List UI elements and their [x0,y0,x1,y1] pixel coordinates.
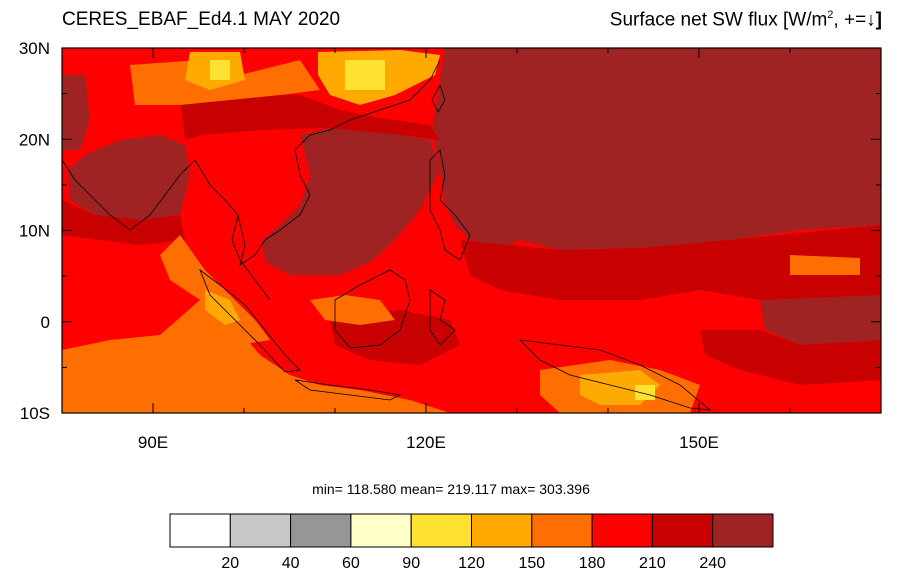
colorbar-swatch [290,513,352,548]
axis-ticks [61,47,882,414]
colorbar-swatch [712,513,774,548]
variable-title-suffix: , += [833,9,867,31]
coast-sulawesi [429,289,456,346]
field-c80-east-pacific [700,330,881,385]
colorbar-swatch [471,513,533,548]
field-c80-equatorial-pacific [460,225,881,300]
field-orange-borneo [310,295,395,325]
colorbar-label: 150 [518,555,545,572]
unit-superscript: 2 [827,9,834,21]
colorbar-label: 120 [458,555,485,572]
colorbar-swatch [410,513,473,548]
summary-statistics: min= 118.580 mean= 219.117 max= 303.396 [312,481,590,497]
flux-field [62,48,881,413]
coast-taiwan [431,83,446,113]
colorbar-swatch [531,513,593,548]
variable-title: Surface net SW flux [W/m2, +=↓] [610,9,882,31]
field-orange-sumatra [160,235,270,345]
lat-tick-label: 10N [19,222,50,241]
colorbar-label: 90 [402,555,420,572]
coast-india [62,159,196,231]
lon-tick-label: 120E [406,433,446,452]
coast-china [329,59,441,131]
variable-title-prefix: Surface net SW flux [W/m [609,9,828,31]
coast-indochina [194,129,331,266]
variable-title-close: ] [875,9,882,31]
lat-tick-label: 10S [20,404,50,423]
colorbar-swatch [350,513,412,548]
lat-tick-label: 0 [41,313,50,332]
colorbar-swatch [169,513,231,548]
lat-tick-label: 20N [19,130,50,149]
colorbar-label: 60 [342,555,360,572]
colorbar-label: 210 [639,555,666,572]
colorbar-label: 240 [699,555,726,572]
coast-java [294,379,402,401]
colorbar-swatch [591,513,653,548]
field-yellow-patch-1 [345,60,385,90]
down-arrow-icon: ↓ [866,9,876,31]
field-c80-india-south [62,200,185,245]
field-high-central-pacific [760,295,881,345]
lon-tick-label: 150E [679,433,719,452]
field-yellow-patch-2 [210,60,230,80]
field-high-arabian-edge [62,75,90,150]
field-orange-indian-ocean [62,300,450,413]
lon-tick-label: 90E [138,433,168,452]
colorbar-label: 20 [221,555,239,572]
coast-sumatra [199,268,301,373]
colorbar-swatch [651,513,714,548]
axis-tick-labels: 90E 120E 150E 30N 20N 10N 0 10S [19,39,719,452]
colorbar-swatch [229,513,292,548]
colorbar: 20 40 60 90 120 150 180 210 240 [169,513,774,572]
coast-philippines [429,149,471,261]
field-high-south-china-sea [262,128,440,275]
field-yellow-patch-3 [635,385,655,400]
colorbar-label: 180 [579,555,606,572]
field-c80-north-band [180,95,440,140]
field-high-west-pacific [432,48,881,250]
coastlines [62,59,712,411]
coast-borneo [334,269,411,349]
map-title: CERES_EBAF_Ed4.1 MAY 2020 [62,9,341,30]
coast-malay-peninsula [231,214,271,301]
field-high-bay-of-bengal [68,135,190,220]
coast-new-guinea [518,339,712,411]
lat-tick-label: 30N [19,39,50,58]
field-orange-pacific-strip [790,255,860,275]
colorbar-label: 40 [282,555,300,572]
